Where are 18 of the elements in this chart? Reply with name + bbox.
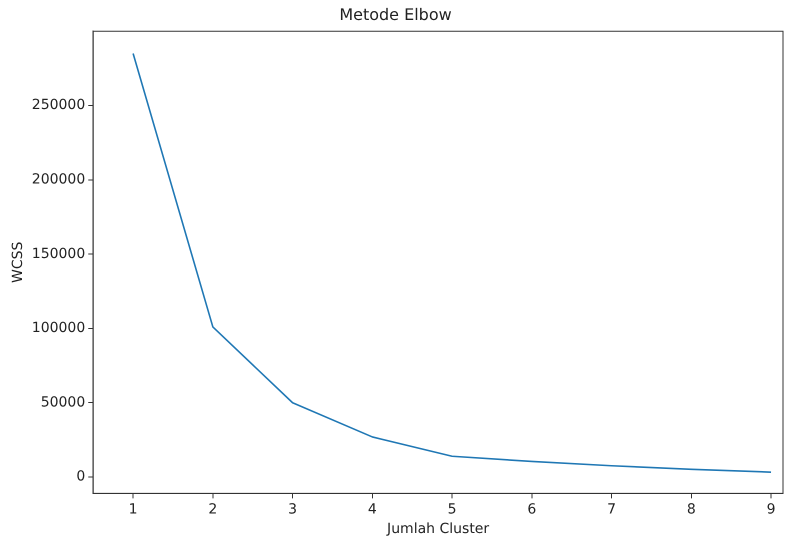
y-tick-label: 50000 xyxy=(40,394,86,410)
x-tick-label: 8 xyxy=(686,501,696,518)
x-tick-label: 1 xyxy=(128,501,138,518)
x-tick-label: 9 xyxy=(766,501,776,518)
y-axis-title: WCSS xyxy=(10,242,26,284)
x-axis-title: Jumlah Cluster xyxy=(386,521,490,538)
chart-title: Metode Elbow xyxy=(339,4,452,24)
x-tick-label: 5 xyxy=(448,501,457,518)
y-tick-label: 0 xyxy=(76,468,86,485)
x-tick-label: 4 xyxy=(368,501,377,518)
x-tick-label: 7 xyxy=(607,501,616,518)
x-tick-label: 2 xyxy=(208,501,218,518)
y-tick-label: 100000 xyxy=(32,320,86,336)
y-tick-label: 150000 xyxy=(32,246,86,262)
x-tick-label: 3 xyxy=(288,501,298,518)
y-tick-label: 200000 xyxy=(32,171,86,188)
y-tick-label: 250000 xyxy=(32,97,86,114)
x-tick-label: 6 xyxy=(527,501,536,518)
